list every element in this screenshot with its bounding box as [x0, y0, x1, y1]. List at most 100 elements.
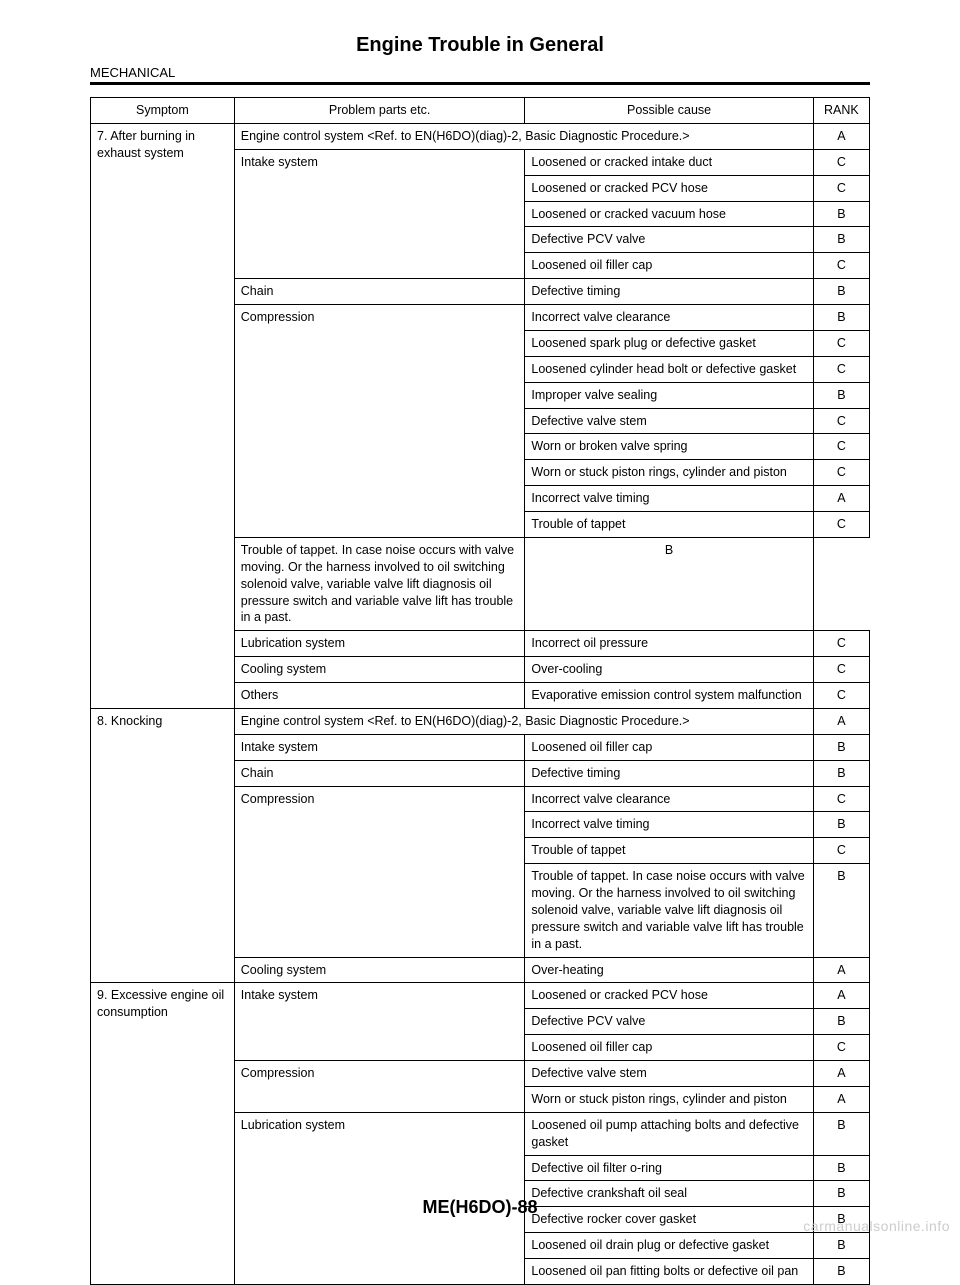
cell-problem: Compression [234, 1061, 525, 1113]
trouble-table: Symptom Problem parts etc. Possible caus… [90, 97, 870, 1285]
cell-problem-merged: Engine control system <Ref. to EN(H6DO)(… [234, 123, 813, 149]
cell-rank: C [813, 786, 869, 812]
cell-cause: Improper valve sealing [525, 382, 813, 408]
cell-cause: Loosened or cracked PCV hose [525, 175, 813, 201]
cell-rank: C [813, 253, 869, 279]
cell-rank: B [813, 734, 869, 760]
cell-cause: Trouble of tappet [525, 838, 813, 864]
cell-rank: A [813, 708, 869, 734]
cell-rank: C [813, 149, 869, 175]
th-rank: RANK [813, 98, 869, 124]
cell-cause: Loosened oil pan fitting bolts or defect… [525, 1259, 813, 1285]
section-label: MECHANICAL [0, 65, 960, 82]
cell-problem: Others [234, 683, 525, 709]
cell-cause: Incorrect oil pressure [525, 631, 813, 657]
table-row: 7. After burning in exhaust systemEngine… [91, 123, 870, 149]
cell-cause: Loosened or cracked intake duct [525, 149, 813, 175]
cell-cause: Loosened oil filler cap [525, 1035, 813, 1061]
cell-rank: B [813, 812, 869, 838]
table-header-row: Symptom Problem parts etc. Possible caus… [91, 98, 870, 124]
cell-cause: Loosened cylinder head bolt or defective… [525, 356, 813, 382]
cell-cause: Incorrect valve timing [525, 486, 813, 512]
cell-rank: B [813, 227, 869, 253]
cell-rank: B [813, 1233, 869, 1259]
cell-rank: C [813, 434, 869, 460]
cell-rank: B [813, 305, 869, 331]
cell-cause: Defective oil filter o-ring [525, 1155, 813, 1181]
cell-rank: C [813, 1035, 869, 1061]
cell-rank: B [813, 201, 869, 227]
cell-rank: A [813, 1061, 869, 1087]
cell-problem: Intake system [234, 149, 525, 278]
cell-rank: B [813, 864, 869, 957]
cell-rank: B [813, 1155, 869, 1181]
cell-symptom: 8. Knocking [91, 708, 235, 983]
cell-rank: C [813, 631, 869, 657]
cell-cause: Loosened oil filler cap [525, 734, 813, 760]
cell-cause: Defective valve stem [525, 408, 813, 434]
cell-cause: Incorrect valve clearance [525, 786, 813, 812]
cell-rank: C [813, 408, 869, 434]
cell-rank: C [813, 330, 869, 356]
cell-rank: C [813, 838, 869, 864]
th-symptom: Symptom [91, 98, 235, 124]
cell-cause: Defective PCV valve [525, 1009, 813, 1035]
table-row: 8. KnockingEngine control system <Ref. t… [91, 708, 870, 734]
cell-cause: Worn or broken valve spring [525, 434, 813, 460]
cell-cause: Evaporative emission control system malf… [525, 683, 813, 709]
cell-cause: Defective valve stem [525, 1061, 813, 1087]
cell-cause: Incorrect valve clearance [525, 305, 813, 331]
cell-cause: Over-heating [525, 957, 813, 983]
cell-rank: B [813, 760, 869, 786]
cell-rank: C [813, 460, 869, 486]
cell-problem: Compression [234, 305, 525, 538]
page-title: Engine Trouble in General [0, 0, 960, 65]
cell-rank: C [813, 657, 869, 683]
watermark: carmanualsonline.info [803, 1218, 950, 1234]
th-problem: Problem parts etc. [234, 98, 525, 124]
table-row: 9. Excessive engine oil consumptionIntak… [91, 983, 870, 1009]
cell-problem: Cooling system [234, 957, 525, 983]
cell-cause: Worn or stuck piston rings, cylinder and… [525, 460, 813, 486]
cell-cause: Loosened oil filler cap [525, 253, 813, 279]
cell-cause: Trouble of tappet [525, 512, 813, 538]
cell-cause: Defective timing [525, 760, 813, 786]
section-rule [90, 82, 870, 85]
cell-rank: B [813, 279, 869, 305]
cell-problem: Intake system [234, 734, 525, 760]
cell-rank: C [813, 683, 869, 709]
cell-rank: C [813, 512, 869, 538]
cell-cause: Incorrect valve timing [525, 812, 813, 838]
cell-cause: Trouble of tappet. In case noise occurs … [234, 537, 525, 630]
cell-problem-merged: Engine control system <Ref. to EN(H6DO)(… [234, 708, 813, 734]
cell-problem: Cooling system [234, 657, 525, 683]
cell-rank: C [813, 175, 869, 201]
cell-problem: Lubrication system [234, 631, 525, 657]
th-cause: Possible cause [525, 98, 813, 124]
cell-problem: Chain [234, 760, 525, 786]
cell-problem: Compression [234, 786, 525, 957]
cell-rank: B [813, 382, 869, 408]
cell-rank: A [813, 486, 869, 512]
cell-rank: A [813, 957, 869, 983]
cell-rank: A [813, 123, 869, 149]
cell-cause: Loosened oil drain plug or defective gas… [525, 1233, 813, 1259]
cell-cause: Defective PCV valve [525, 227, 813, 253]
cell-cause: Trouble of tappet. In case noise occurs … [525, 864, 813, 957]
cell-cause: Defective timing [525, 279, 813, 305]
cell-cause: Worn or stuck piston rings, cylinder and… [525, 1086, 813, 1112]
cell-symptom: 7. After burning in exhaust system [91, 123, 235, 708]
cell-rank: B [813, 1259, 869, 1285]
cell-rank: A [813, 1086, 869, 1112]
cell-rank: B [813, 1009, 869, 1035]
cell-problem: Chain [234, 279, 525, 305]
cell-rank: C [813, 356, 869, 382]
cell-rank: A [813, 983, 869, 1009]
cell-cause: Loosened or cracked PCV hose [525, 983, 813, 1009]
page-footer-code: ME(H6DO)-88 [0, 1197, 960, 1218]
cell-problem: Intake system [234, 983, 525, 1061]
cell-cause: Loosened oil pump attaching bolts and de… [525, 1112, 813, 1155]
cell-cause: Loosened spark plug or defective gasket [525, 330, 813, 356]
cell-rank: B [813, 1112, 869, 1155]
cell-symptom: 9. Excessive engine oil consumption [91, 983, 235, 1285]
